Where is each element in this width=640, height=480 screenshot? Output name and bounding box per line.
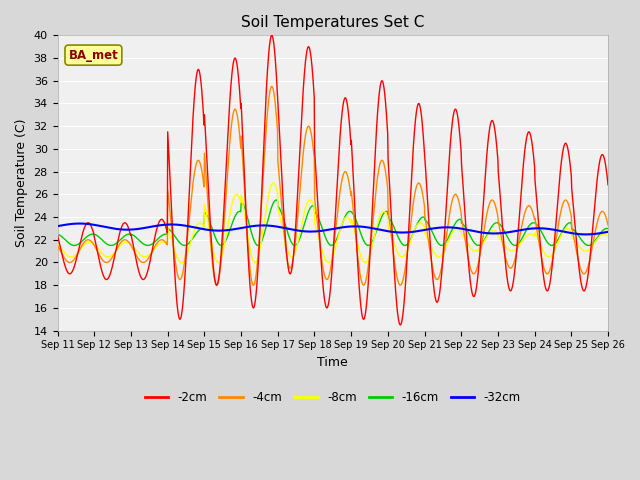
Title: Soil Temperatures Set C: Soil Temperatures Set C xyxy=(241,15,424,30)
X-axis label: Time: Time xyxy=(317,356,348,369)
Legend: -2cm, -4cm, -8cm, -16cm, -32cm: -2cm, -4cm, -8cm, -16cm, -32cm xyxy=(140,387,525,409)
Y-axis label: Soil Temperature (C): Soil Temperature (C) xyxy=(15,119,28,247)
Text: BA_met: BA_met xyxy=(68,48,118,61)
